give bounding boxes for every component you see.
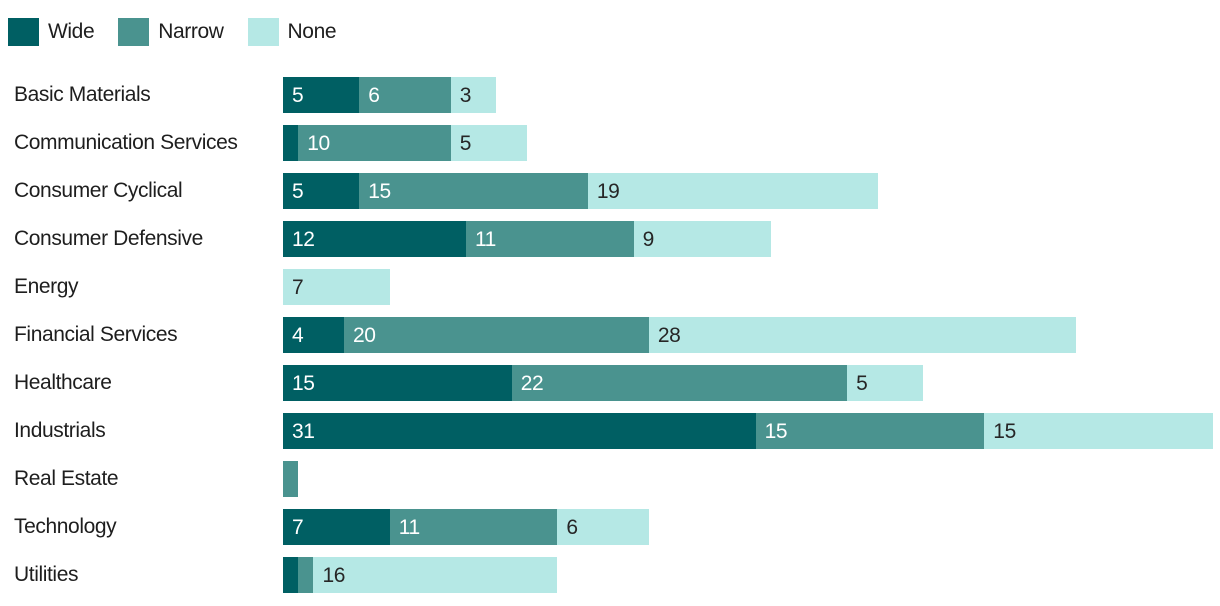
bar-segment-wide: 4 (283, 317, 344, 353)
category-label: Financial Services (14, 323, 178, 346)
category-label: Real Estate (14, 467, 119, 490)
wide-swatch-icon (8, 17, 39, 46)
value-label: 31 (292, 419, 315, 443)
bar-track: 5 6 3 (283, 77, 497, 113)
bar-segment-narrow: 15 (755, 413, 985, 449)
bar-segment-none: 5 (847, 365, 924, 401)
legend-label-none: None (287, 20, 337, 43)
chart-row: Financial Services 4 20 28 (0, 311, 1220, 359)
category-label: Utilities (14, 563, 79, 586)
bar-segment-wide (283, 125, 299, 161)
category-label: Communication Services (14, 131, 238, 154)
chart-row: Consumer Defensive 12 11 9 (0, 215, 1220, 263)
bar-track: 7 11 6 (283, 509, 649, 545)
bar-segment-none: 19 (587, 173, 878, 209)
bar-track: 15 22 5 (283, 365, 924, 401)
value-label: 7 (292, 275, 304, 299)
bar-segment-narrow: 15 (359, 173, 588, 209)
bar-segment-narrow: 11 (465, 221, 634, 257)
bar-segment-narrow (283, 461, 299, 497)
chart-row: Basic Materials 5 6 3 (0, 71, 1220, 119)
value-label: 5 (856, 371, 868, 395)
legend-item-narrow: Narrow (118, 17, 224, 46)
bar-segment-none: 6 (557, 509, 649, 545)
value-label: 19 (596, 179, 620, 203)
category-label: Technology (14, 515, 117, 538)
value-label: 28 (657, 323, 681, 347)
chart-row: Consumer Cyclical 5 15 19 (0, 167, 1220, 215)
value-label: 5 (292, 179, 304, 203)
bar-segment-none: 9 (633, 221, 771, 257)
value-label: 15 (292, 371, 315, 395)
bar-segment-wide: 15 (283, 365, 512, 401)
chart-row: Industrials 31 15 15 (0, 407, 1220, 455)
chart-rows: Basic Materials 5 6 3 Communication Services… (0, 71, 1220, 599)
none-swatch-icon (247, 17, 279, 46)
legend-item-none: None (247, 17, 337, 46)
bar-segment-none: 7 (283, 269, 390, 305)
category-label: Healthcare (14, 371, 112, 394)
bar-segment-narrow (298, 557, 314, 593)
category-label: Consumer Cyclical (14, 179, 183, 202)
value-label: 12 (292, 227, 315, 251)
bar-segment-none: 16 (313, 557, 558, 593)
bar-segment-wide: 5 (283, 173, 360, 209)
category-label: Industrials (14, 419, 106, 442)
value-label: 3 (459, 83, 472, 107)
value-label: 11 (474, 227, 496, 251)
value-label: 4 (292, 323, 304, 347)
value-label: 10 (307, 131, 330, 155)
chart-row: Real Estate (0, 455, 1220, 503)
category-label: Consumer Defensive (14, 227, 203, 250)
bar-segment-wide (283, 557, 299, 593)
bar-track: 4 20 28 (283, 317, 1076, 353)
bar-track: 5 15 19 (283, 173, 878, 209)
bar-segment-wide: 31 (283, 413, 756, 449)
bar-track: 31 15 15 (283, 413, 1213, 449)
value-label: 6 (566, 515, 578, 539)
value-label: 11 (398, 515, 420, 539)
bar-segment-narrow: 10 (298, 125, 451, 161)
value-label: 20 (352, 323, 376, 347)
chart-row: Utilities 16 (0, 551, 1220, 599)
category-label: Energy (14, 275, 79, 298)
value-label: 22 (520, 371, 544, 395)
value-label: 5 (292, 83, 304, 107)
bar-track (283, 461, 299, 497)
bar-segment-none: 5 (450, 125, 527, 161)
value-label: 16 (322, 563, 346, 587)
bar-segment-narrow: 11 (389, 509, 558, 545)
bar-track: 16 (283, 557, 558, 593)
chart-row: Healthcare 15 22 5 (0, 359, 1220, 407)
bar-segment-wide: 7 (283, 509, 390, 545)
bar-segment-wide: 5 (283, 77, 360, 113)
chart-row: Energy 7 (0, 263, 1220, 311)
value-label: 9 (642, 227, 655, 251)
legend-label-narrow: Narrow (158, 20, 224, 43)
category-label: Basic Materials (14, 83, 151, 106)
value-label: 15 (764, 419, 788, 443)
chart-row: Technology 7 11 6 (0, 503, 1220, 551)
bar-segment-narrow: 22 (511, 365, 848, 401)
value-label: 6 (368, 83, 380, 107)
narrow-swatch-icon (118, 17, 150, 46)
bar-track: 10 5 (283, 125, 527, 161)
bar-segment-wide: 12 (283, 221, 466, 257)
bar-segment-narrow: 6 (359, 77, 451, 113)
value-label: 5 (459, 131, 472, 155)
bar-segment-none: 28 (648, 317, 1076, 353)
chart-row: Communication Services 10 5 (0, 119, 1220, 167)
bar-track: 7 (283, 269, 390, 305)
value-label: 15 (993, 419, 1016, 443)
legend-label-wide: Wide (48, 20, 95, 43)
bar-segment-narrow: 20 (343, 317, 649, 353)
value-label: 7 (292, 515, 304, 539)
chart-legend: Wide Narrow None (0, 0, 1220, 46)
bar-segment-none: 3 (450, 77, 497, 113)
value-label: 15 (368, 179, 391, 203)
legend-item-wide: Wide (8, 17, 95, 46)
bar-track: 12 11 9 (283, 221, 771, 257)
bar-segment-none: 15 (984, 413, 1213, 449)
